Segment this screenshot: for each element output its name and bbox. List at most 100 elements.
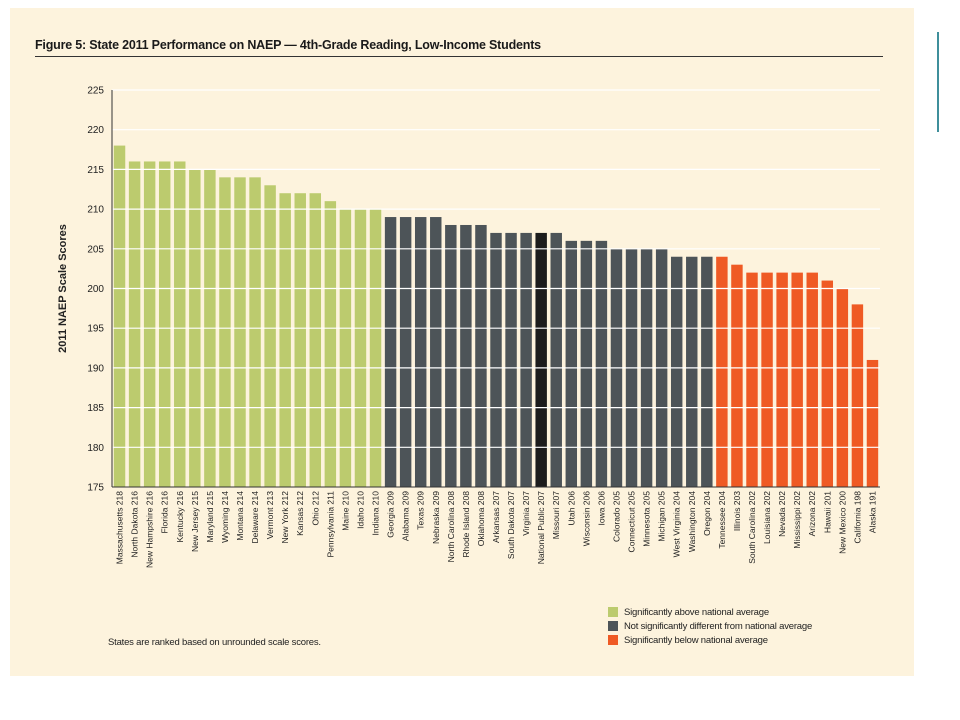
bar-33 (595, 240, 608, 487)
category-label: Kentucky 216 (175, 491, 185, 543)
bar-41 (716, 256, 728, 487)
category-label: Rhode Island 208 (461, 491, 471, 558)
bar-42 (731, 264, 743, 487)
bar-27 (505, 232, 517, 487)
bar-49 (836, 288, 849, 487)
bar-2 (128, 161, 141, 487)
legend-label-above: Significantly above national average (624, 606, 769, 618)
y-tick-label: 210 (87, 205, 104, 216)
bar-47 (806, 272, 818, 487)
category-label: Wyoming 214 (220, 491, 230, 543)
bar-15 (324, 201, 337, 487)
category-label: Kansas 212 (295, 491, 305, 536)
legend-label-not-different: Not significantly different from nationa… (624, 620, 813, 632)
category-label: South Dakota 207 (506, 491, 516, 559)
category-label: Connecticut 205 (627, 491, 637, 553)
legend-item-below: Significantly below national average (608, 634, 768, 646)
bar-13 (294, 193, 306, 487)
bar-38 (670, 256, 683, 487)
y-tick-label: 205 (87, 244, 104, 255)
bar-48 (821, 280, 834, 487)
category-label: Vermont 213 (265, 491, 275, 539)
bar-11 (264, 185, 276, 487)
bar-9 (234, 177, 246, 487)
category-label: Tennessee 204 (717, 491, 727, 549)
bar-22 (430, 217, 442, 488)
bar-20 (399, 217, 412, 488)
category-label: Oregon 204 (702, 491, 712, 536)
bar-21 (414, 217, 427, 488)
bar-29 (535, 232, 547, 487)
bar-23 (445, 224, 457, 488)
category-label: Hawaii 201 (822, 491, 832, 533)
category-label: New Jersey 215 (190, 491, 200, 552)
category-label: Wisconsin 206 (581, 491, 591, 547)
bar-40 (701, 256, 713, 487)
category-label: New Mexico 200 (837, 491, 847, 554)
category-label: Pennsylvania 211 (325, 491, 335, 558)
category-label: Louisiana 202 (762, 491, 772, 544)
bar-46 (791, 272, 803, 487)
bar-1 (113, 145, 126, 487)
figure-title: Figure 5: State 2011 Performance on NAEP… (35, 38, 541, 52)
bar-16 (339, 209, 352, 487)
title-rule (35, 56, 883, 57)
y-tick-label: 215 (87, 165, 104, 176)
bar-39 (686, 256, 698, 487)
y-tick-label: 185 (87, 403, 104, 414)
bar-26 (490, 232, 502, 487)
bar-19 (384, 217, 397, 488)
category-label: Nevada 202 (777, 491, 787, 537)
bar-32 (580, 240, 593, 487)
category-label: Oklahoma 208 (476, 491, 486, 547)
category-label: Mississippi 202 (792, 491, 802, 549)
category-label: Iowa 206 (596, 491, 606, 526)
category-label: Maryland 215 (205, 491, 215, 543)
footnote: States are ranked based on unrounded sca… (108, 637, 321, 648)
bar-31 (565, 240, 578, 487)
bar-8 (219, 177, 231, 487)
bar-24 (460, 224, 472, 488)
bar-43 (746, 272, 758, 487)
category-label: Arkansas 207 (491, 491, 501, 543)
category-label: Minnesota 205 (642, 491, 652, 547)
bar-4 (158, 161, 171, 487)
bar-45 (776, 272, 788, 487)
category-label: Georgia 209 (386, 491, 396, 538)
category-label: West Virginia 204 (672, 491, 682, 558)
category-label: Texas 209 (416, 491, 426, 530)
edge-accent-line (937, 32, 939, 132)
category-label: Colorado 205 (611, 491, 621, 542)
category-label: Utah 206 (566, 491, 576, 526)
category-label: Arizona 202 (807, 491, 817, 537)
legend-label-below: Significantly below national average (624, 634, 768, 646)
category-label: North Carolina 208 (446, 491, 456, 563)
category-label: Nebraska 209 (431, 491, 441, 544)
category-label: New Hampshire 216 (145, 491, 155, 568)
bar-25 (475, 224, 487, 488)
bar-30 (550, 232, 562, 487)
category-label: Delaware 214 (250, 491, 260, 544)
category-label: South Carolina 202 (747, 491, 757, 564)
y-tick-label: 200 (87, 284, 104, 295)
category-label: California 198 (852, 491, 862, 544)
category-label: Washington 204 (687, 491, 697, 552)
y-tick-label: 220 (87, 125, 104, 136)
y-axis-label: 2011 NAEP Scale Scores (57, 224, 69, 353)
legend-swatch-below (608, 635, 618, 645)
bar-44 (761, 272, 773, 487)
bar-28 (520, 232, 532, 487)
y-tick-label: 225 (87, 86, 104, 97)
category-label: Alabama 209 (401, 491, 411, 541)
y-tick-label: 175 (87, 483, 104, 494)
legend-item-not-different: Not significantly different from nationa… (608, 620, 812, 632)
category-label: North Dakota 216 (130, 491, 140, 558)
category-label: Ohio 212 (310, 491, 320, 526)
bar-12 (279, 193, 291, 487)
category-label: Michigan 205 (657, 491, 667, 542)
bar-5 (174, 161, 186, 487)
category-label: Missouri 207 (551, 491, 561, 539)
category-label: Idaho 210 (355, 491, 365, 529)
bar-51 (866, 359, 879, 487)
